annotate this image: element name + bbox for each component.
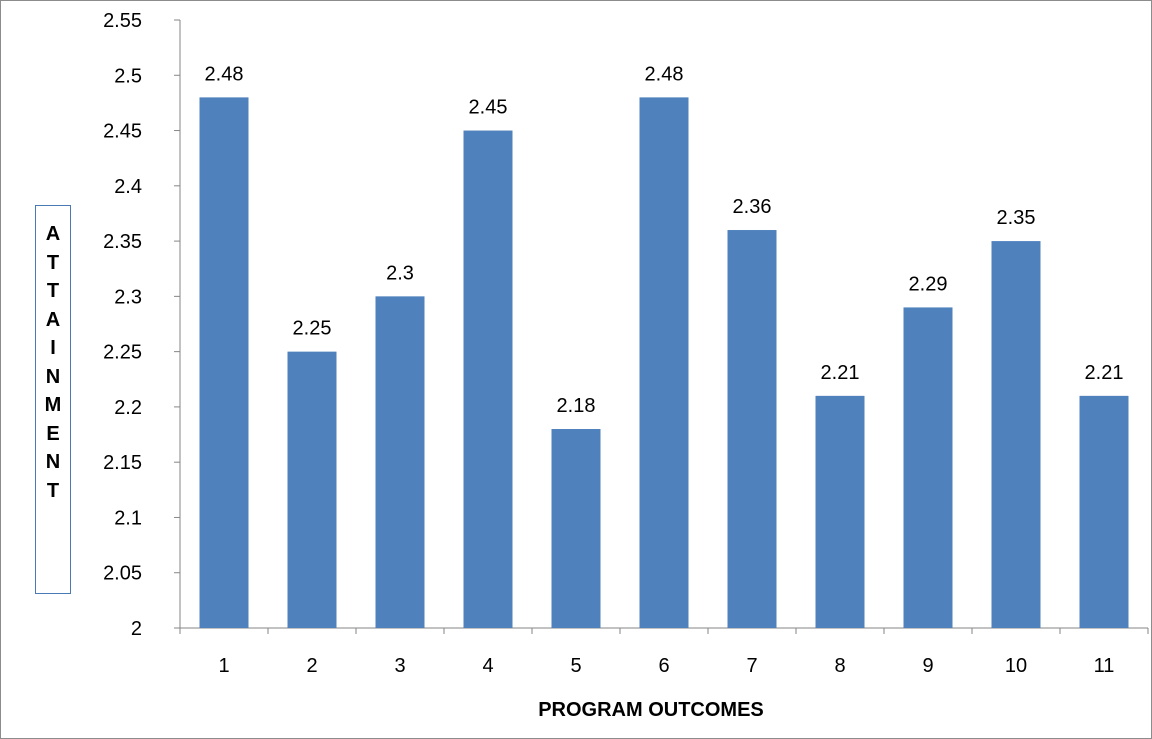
x-tick-label: 10 [1005, 655, 1027, 677]
y-tick-label: 2.3 [114, 286, 142, 308]
data-label: 2.48 [645, 63, 684, 85]
x-tick-label: 1 [218, 655, 229, 677]
x-tick-label: 6 [658, 655, 669, 677]
data-label: 2.3 [386, 262, 414, 284]
x-tick-label: 2 [306, 655, 317, 677]
bar [727, 230, 777, 628]
bar [1079, 395, 1129, 628]
y-tick-label: 2.55 [103, 10, 142, 32]
x-axis-title: PROGRAM OUTCOMES [538, 699, 764, 721]
x-tick-label: 8 [834, 655, 845, 677]
data-label: 2.25 [293, 318, 332, 340]
data-label: 2.36 [733, 196, 772, 218]
y-axis: 2 2.05 2.1 2.15 2.2 2.25 2.3 2.35 2.4 2.45 2.5 2.55 [103, 10, 181, 640]
y-tick-label: 2.35 [103, 231, 142, 253]
bar [815, 395, 865, 628]
bar [639, 97, 689, 628]
x-tick-label: 3 [394, 655, 405, 677]
data-label: 2.29 [909, 273, 948, 295]
y-axis-title-box: A T T A I N M E N T [35, 205, 71, 594]
x-tick-label: 4 [482, 655, 493, 677]
data-labels: 2.48 2.25 2.3 2.45 2.18 2.48 2.36 2.21 2.29 2.35 2… [205, 63, 1124, 417]
data-label: 2.35 [997, 207, 1036, 229]
y-tick-label: 2.15 [103, 452, 142, 474]
y-tick-label: 2.05 [103, 563, 142, 585]
data-label: 2.18 [557, 395, 596, 417]
data-label: 2.21 [1085, 362, 1124, 384]
bars [199, 97, 1129, 628]
bar [287, 351, 337, 628]
bar [991, 241, 1041, 628]
data-label: 2.21 [821, 362, 860, 384]
y-tick-label: 2.25 [103, 342, 142, 364]
data-label: 2.48 [205, 63, 244, 85]
x-tick-label: 11 [1094, 655, 1115, 677]
bar [551, 429, 601, 628]
y-tick-label: 2.2 [114, 397, 142, 419]
bar [375, 296, 425, 628]
x-tick-label: 9 [922, 655, 933, 677]
y-tick-label: 2 [131, 618, 142, 640]
y-axis-title: A T T A I N M E N T [44, 223, 62, 502]
y-tick-label: 2.5 [114, 65, 142, 87]
y-tick-label: 2.4 [114, 176, 142, 198]
x-tick-label: 7 [746, 655, 757, 677]
x-tick-label: 5 [570, 655, 581, 677]
x-axis: 1 2 3 4 5 6 7 8 9 10 11 [179, 627, 1149, 677]
y-tick-label: 2.1 [114, 507, 142, 529]
data-label: 2.45 [469, 97, 508, 119]
y-tick-label: 2.45 [103, 121, 142, 143]
bar [199, 97, 249, 628]
bar [463, 130, 513, 628]
bar [903, 307, 953, 628]
